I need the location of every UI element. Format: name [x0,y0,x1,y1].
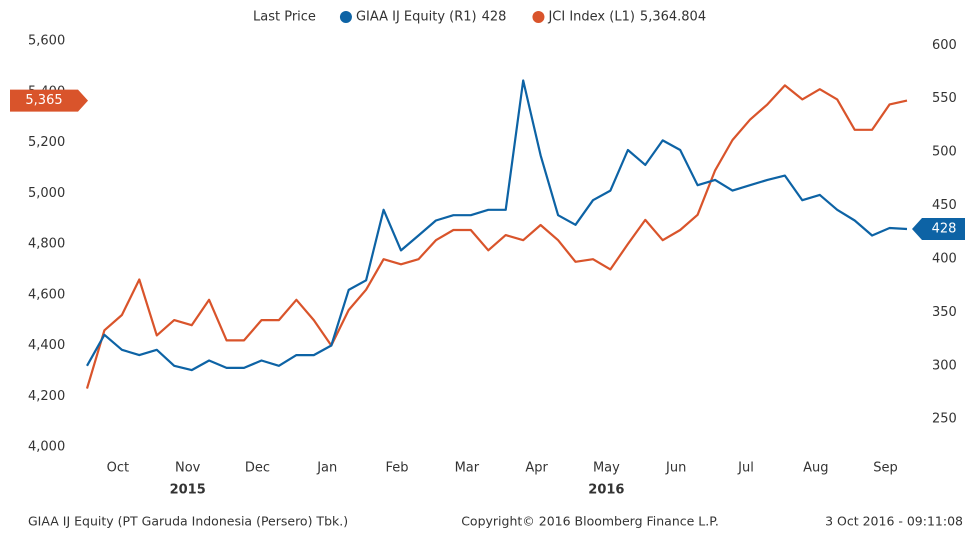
x-year-label: 2015 [170,483,206,498]
y-tick-label: 4,800 [28,237,65,252]
y2-tick-label: 450 [932,198,957,213]
y-tick-label: 4,000 [28,440,65,455]
series-line [86,79,908,372]
footer-left: GIAA IJ Equity (PT Garuda Indonesia (Per… [28,514,348,529]
x-tick-label: Aug [803,461,828,476]
x-tick-label: Jul [737,461,754,476]
x-tick-label: Sep [873,461,898,476]
x-tick-label: Jan [316,461,337,476]
legend-title: Last Price [253,10,316,25]
x-tick-label: Jun [665,461,686,476]
footer-right: 3 Oct 2016 - 09:11:08 [825,514,963,529]
legend-label: GIAA IJ Equity (R1) [356,10,477,25]
y2-tick-label: 600 [932,38,957,53]
x-tick-label: Mar [455,461,480,476]
legend-marker [339,11,352,23]
y-tick-label: 5,200 [28,135,65,150]
x-tick-label: May [593,461,620,476]
y-tick-label: 4,600 [28,287,65,302]
footer-center: Copyright© 2016 Bloomberg Finance L.P. [461,514,719,529]
x-year-label: 2016 [588,483,624,498]
x-tick-label: Nov [175,461,201,476]
x-tick-label: Dec [245,461,270,476]
last-value-flag [10,89,88,112]
y-tick-label: 5,600 [28,34,65,49]
y-tick-label: 4,200 [28,389,65,404]
series-line [85,84,908,389]
legend-label: JCI Index (L1) [547,10,634,25]
y-tick-label: 4,400 [28,338,65,353]
y2-tick-label: 500 [932,145,957,160]
y-tick-label: 5,000 [28,186,65,201]
x-tick-label: Oct [107,461,129,476]
x-tick-label: Feb [386,461,409,476]
y2-tick-label: 300 [932,358,957,373]
y2-tick-label: 400 [932,251,957,266]
y2-tick-label: 250 [932,412,957,427]
legend-value: 5,364.804 [640,10,706,25]
legend-marker [532,11,545,23]
last-value-flag [912,218,965,241]
y2-tick-label: 550 [932,91,957,106]
last-value-flag-label: 428 [932,222,957,237]
last-value-flag-label: 5,365 [25,93,62,108]
legend-value: 428 [482,10,507,25]
x-tick-label: Apr [525,461,548,476]
y2-tick-label: 350 [932,305,957,320]
